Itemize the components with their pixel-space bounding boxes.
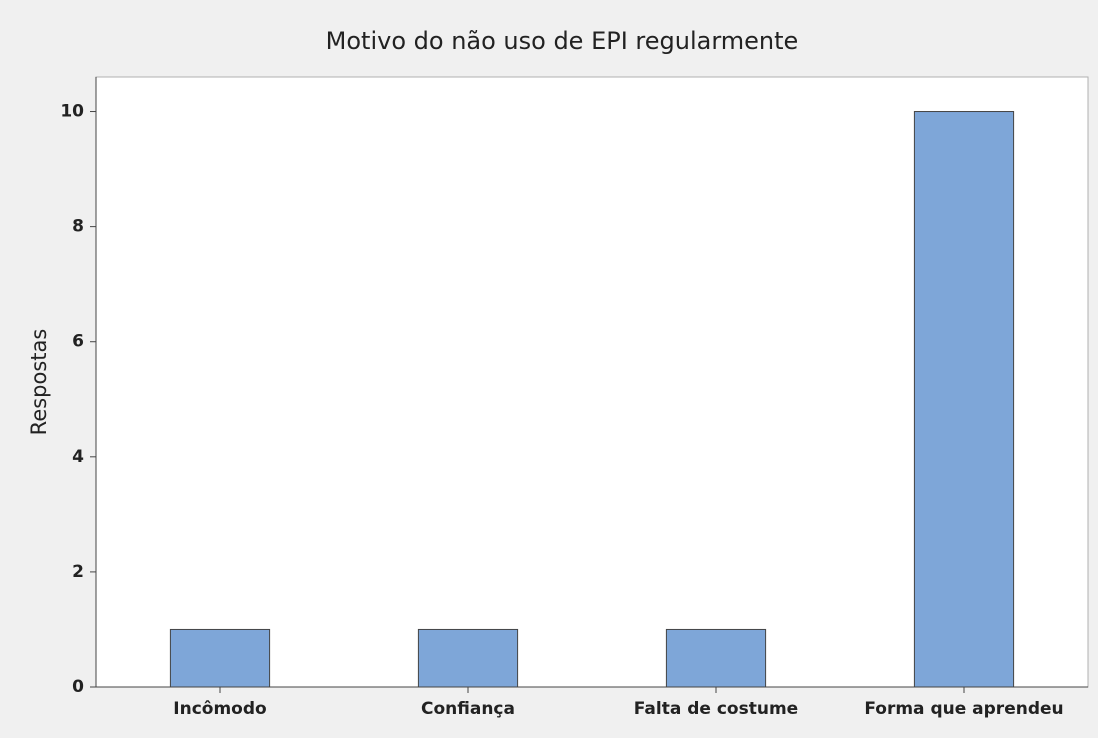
chart-title: Motivo do não uso de EPI regularmente bbox=[326, 27, 799, 55]
bar bbox=[169, 628, 271, 688]
bar bbox=[913, 111, 1015, 688]
y-tick-label: 0 bbox=[72, 677, 84, 697]
y-tick-label: 4 bbox=[72, 447, 84, 467]
y-tick-label: 8 bbox=[72, 217, 84, 237]
x-tick-label: Forma que aprendeu bbox=[864, 699, 1063, 719]
x-tick-label: Confiança bbox=[421, 699, 515, 719]
y-tick-label: 2 bbox=[72, 562, 84, 582]
x-tick-label: Falta de costume bbox=[634, 699, 798, 719]
y-tick-label: 6 bbox=[72, 332, 84, 352]
bar bbox=[417, 628, 519, 688]
bar bbox=[665, 628, 767, 688]
y-axis-label: Respostas bbox=[27, 329, 51, 436]
x-tick-label: Incômodo bbox=[173, 699, 266, 719]
y-tick-label: 10 bbox=[60, 102, 84, 122]
